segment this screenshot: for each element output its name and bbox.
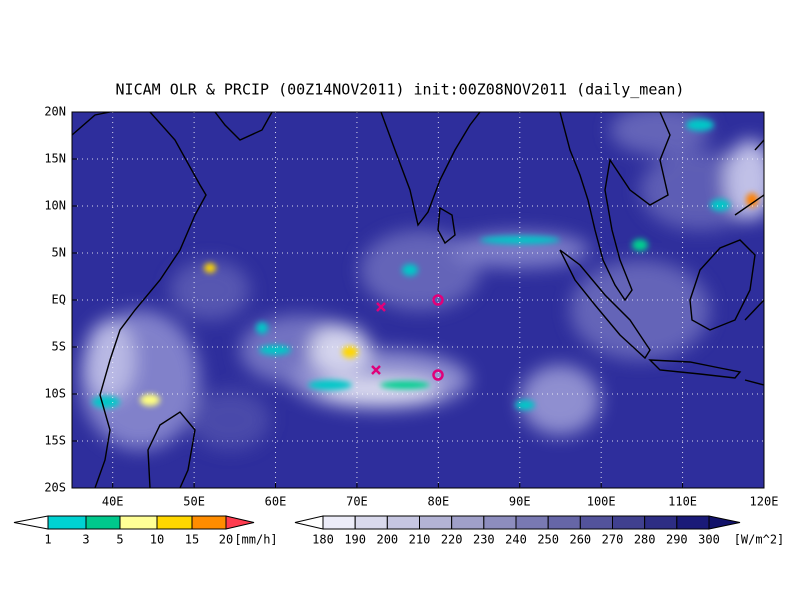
lat-label: 15S: [44, 434, 66, 448]
lat-label: 20N: [44, 105, 66, 119]
colorbar-end: [13, 515, 49, 530]
colorbar-label: 230: [473, 533, 495, 547]
lat-label: 5S: [52, 340, 66, 354]
lon-label: 40E: [102, 495, 124, 509]
colorbar-box: [644, 515, 678, 530]
colorbar-label: 5: [116, 533, 123, 547]
colorbar-box: [483, 515, 517, 530]
colorbar-label: 210: [409, 533, 431, 547]
colorbar-label: 190: [344, 533, 366, 547]
colorbar-end: [708, 515, 741, 530]
colorbar-box: [386, 515, 421, 530]
lon-label: 120E: [750, 495, 779, 509]
lat-label: 10S: [44, 387, 66, 401]
colorbar-box: [322, 515, 356, 530]
colorbar-box: [156, 515, 193, 530]
lon-label: 50E: [183, 495, 205, 509]
colorbar-box: [85, 515, 121, 530]
colorbar-box: [451, 515, 485, 530]
colorbar-end: [294, 515, 324, 530]
colorbar-label: 3: [82, 533, 89, 547]
colorbar-label: 180: [312, 533, 334, 547]
colorbar-box: [354, 515, 388, 530]
colorbar-label: 220: [441, 533, 463, 547]
colorbar-box: [119, 515, 158, 530]
lon-label: 110E: [668, 495, 697, 509]
colorbar-label: 15: [185, 533, 199, 547]
colorbar-label: 280: [634, 533, 656, 547]
title: NICAM OLR & PRCIP (00Z14NOV2011) init:00…: [116, 81, 685, 99]
colorbar-unit: [W/m^2]: [734, 533, 785, 547]
colorbar-box: [47, 515, 87, 530]
colorbar-box: [547, 515, 581, 530]
lon-label: 60E: [265, 495, 287, 509]
lat-label: EQ: [52, 293, 66, 307]
colorbar-label: 10: [150, 533, 164, 547]
colorbar-end: [225, 515, 255, 530]
colorbar-label: 200: [376, 533, 398, 547]
lat-label: 20S: [44, 481, 66, 495]
colorbar-box: [191, 515, 227, 530]
lon-label: 70E: [346, 495, 368, 509]
colorbar-unit: [mm/h]: [234, 533, 277, 547]
lat-label: 10N: [44, 199, 66, 213]
lon-label: 80E: [428, 495, 450, 509]
colorbar-label: 20: [219, 533, 233, 547]
colorbar-label: 270: [602, 533, 624, 547]
lat-label: 5N: [52, 246, 66, 260]
colorbar-box: [419, 515, 453, 530]
colorbar-box: [676, 515, 710, 530]
cross-marker: [376, 302, 386, 312]
colorbar-label: 290: [666, 533, 688, 547]
colorbar-label: 250: [537, 533, 559, 547]
lat-label: 15N: [44, 152, 66, 166]
circle-marker: [432, 294, 444, 306]
lon-label: 100E: [587, 495, 616, 509]
circle-marker: [432, 369, 444, 381]
colorbar-box: [579, 515, 613, 530]
colorbar-label: 1: [44, 533, 51, 547]
colorbar-box: [612, 515, 646, 530]
colorbar-label: 300: [698, 533, 720, 547]
marker-group: [371, 294, 444, 381]
colorbar-label: 240: [505, 533, 527, 547]
colorbar-label: 260: [569, 533, 591, 547]
colorbar-box: [515, 515, 549, 530]
cross-marker: [371, 365, 381, 375]
lon-label: 90E: [509, 495, 531, 509]
map-field: [72, 112, 764, 488]
